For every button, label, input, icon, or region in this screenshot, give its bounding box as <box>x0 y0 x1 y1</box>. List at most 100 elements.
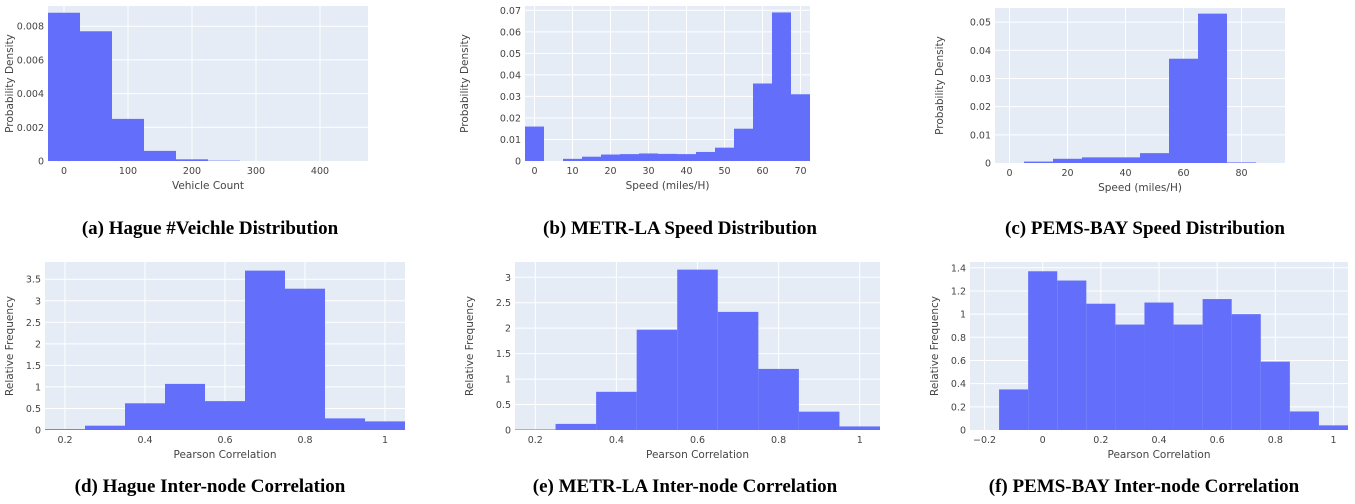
x-axis-title-c: Speed (miles/H) <box>1098 182 1182 194</box>
x-tick-label-d: 0.2 <box>57 435 72 446</box>
histogram-bar-b <box>639 153 658 161</box>
y-tick-label-d: 0 <box>35 426 41 437</box>
y-tick-label-b: 0.05 <box>500 49 521 60</box>
y-tick-label-c: 0 <box>985 159 991 170</box>
y-tick-label-f: 0.4 <box>951 379 966 390</box>
x-tick-label-b: 50 <box>718 166 730 177</box>
y-tick-label-f: 0.6 <box>951 356 966 367</box>
histogram-bar-b <box>677 154 696 161</box>
histogram-bar-e <box>798 411 840 430</box>
histogram-bar-f <box>1028 271 1058 430</box>
histogram-bar-c <box>1198 13 1227 163</box>
x-tick-label-b: 70 <box>794 166 806 177</box>
y-tick-label-f: 1 <box>960 310 966 321</box>
histogram-bar-c <box>1140 153 1169 163</box>
x-tick-label-f: 0.8 <box>1268 435 1283 446</box>
histogram-bar-d <box>205 401 245 430</box>
y-tick-label-d: 3.5 <box>26 275 41 286</box>
x-tick-label-e: 0.2 <box>528 435 543 446</box>
x-tick-label-d: 0.8 <box>297 435 312 446</box>
histogram-bar-d <box>125 403 165 430</box>
x-axis-title-e: Pearson Correlation <box>646 449 749 461</box>
x-tick-label-f: 0 <box>1040 435 1046 446</box>
x-tick-label-c: 20 <box>1061 168 1073 179</box>
y-tick-label-c: 0.03 <box>970 74 991 85</box>
x-tick-label-c: 80 <box>1235 168 1247 179</box>
x-tick-label-e: 1 <box>857 435 863 446</box>
histogram-bar-f <box>1260 361 1290 430</box>
histogram-bar-b <box>772 12 791 162</box>
y-tick-label-a: 0.004 <box>17 89 44 100</box>
x-axis-title-b: Speed (miles/H) <box>626 180 710 192</box>
x-tick-label-f: 0.2 <box>1093 435 1108 446</box>
panel-a: 0 0.002 0.004 0.006 0.008 0 100 200 300 400 Vehicl… <box>0 0 420 200</box>
x-tick-label-b: 30 <box>642 166 654 177</box>
y-tick-label-c: 0.04 <box>970 46 991 57</box>
x-tick-label-a: 400 <box>311 166 329 177</box>
histogram-bar-a <box>144 150 176 161</box>
histogram-bar-b <box>753 83 772 161</box>
histogram-bar-f <box>1231 314 1261 430</box>
x-tick-label-b: 40 <box>680 166 692 177</box>
x-tick-label-a: 200 <box>183 166 201 177</box>
y-tick-label-e: 1 <box>505 375 511 386</box>
histogram-bar-a <box>176 159 208 161</box>
y-tick-label-f: 0 <box>960 426 966 437</box>
histogram-bar-e <box>839 426 880 430</box>
y-axis-title-d: Relative Frequency <box>4 296 16 396</box>
y-tick-label-a: 0.002 <box>17 123 44 134</box>
y-axis-title-c: Probability Density <box>934 36 946 135</box>
histogram-bar-a <box>48 12 80 161</box>
y-tick-label-b: 0.01 <box>500 135 521 146</box>
histogram-bar-e <box>758 368 799 430</box>
caption-a: (a) Hague #Veichle Distribution <box>81 218 339 239</box>
histogram-bar-e <box>717 311 759 430</box>
chart-b-svg: 0 0.01 0.02 0.03 0.04 0.05 0.06 0.07 0 10 20 30 40 50… <box>459 6 810 192</box>
y-tick-label-b: 0 <box>515 157 521 168</box>
y-tick-label-b: 0.07 <box>500 6 521 17</box>
x-tick-label-b: 0 <box>531 166 537 177</box>
panel-c: 0 0.01 0.02 0.03 0.04 0.05 0 20 40 60 80 Speed (mil… <box>930 0 1350 200</box>
panel-e: 0 0.5 1 1.5 2 2.5 3 0.2 0.4 0.6 0.8 1 Pearson Correl… <box>460 252 885 467</box>
histogram-bar-b <box>563 158 582 161</box>
histogram-bar-b <box>582 156 601 161</box>
y-tick-label-c: 0.01 <box>970 130 991 141</box>
histogram-bar-f <box>999 389 1029 430</box>
y-tick-label-d: 1 <box>35 382 41 393</box>
histogram-bar-c <box>1227 162 1256 163</box>
histogram-bar-c <box>1082 157 1111 163</box>
x-tick-label-b: 60 <box>756 166 768 177</box>
y-tick-label-b: 0.06 <box>500 27 521 38</box>
x-axis-title-f: Pearson Correlation <box>1108 449 1211 461</box>
histogram-bar-c <box>1024 161 1053 163</box>
x-tick-label-e: 0.4 <box>609 435 624 446</box>
x-tick-label-e: 0.8 <box>771 435 786 446</box>
y-axis-title-b: Probability Density <box>459 34 471 133</box>
x-tick-label-f: −0.2 <box>973 435 996 446</box>
histogram-bar-d <box>85 425 125 430</box>
histogram-bar-d <box>165 383 205 430</box>
y-tick-label-f: 1.2 <box>951 286 966 297</box>
x-tick-label-c: 60 <box>1177 168 1189 179</box>
y-tick-label-f: 1.4 <box>951 263 966 274</box>
histogram-bar-c <box>1111 157 1140 163</box>
y-tick-label-e: 0 <box>505 426 511 437</box>
histogram-bar-f <box>1173 324 1203 430</box>
caption-b: (b) METR-LA Speed Distribution <box>543 218 817 239</box>
histogram-bar-e <box>596 391 637 430</box>
histogram-bar-d <box>245 270 285 430</box>
y-tick-label-d: 0.5 <box>26 404 41 415</box>
y-tick-label-a: 0.008 <box>17 22 44 33</box>
y-tick-label-d: 1.5 <box>26 361 41 372</box>
histogram-bar-e <box>636 329 678 430</box>
x-axis-title-a: Vehicle Count <box>172 180 244 192</box>
y-tick-label-e: 0.5 <box>496 400 511 411</box>
y-axis-title-a: Probability Density <box>4 34 16 133</box>
chart-e-svg: 0 0.5 1 1.5 2 2.5 3 0.2 0.4 0.6 0.8 1 Pearson Correl… <box>464 262 880 461</box>
histogram-bar-e <box>515 429 556 430</box>
y-tick-label-b: 0.03 <box>500 92 521 103</box>
y-tick-label-c: 0.05 <box>970 18 991 29</box>
histogram-bar-f <box>1115 324 1145 430</box>
y-axis-title-f: Relative Frequency <box>929 296 941 396</box>
caption-f: (f) PEMS-BAY Inter-node Correlation <box>988 476 1300 497</box>
